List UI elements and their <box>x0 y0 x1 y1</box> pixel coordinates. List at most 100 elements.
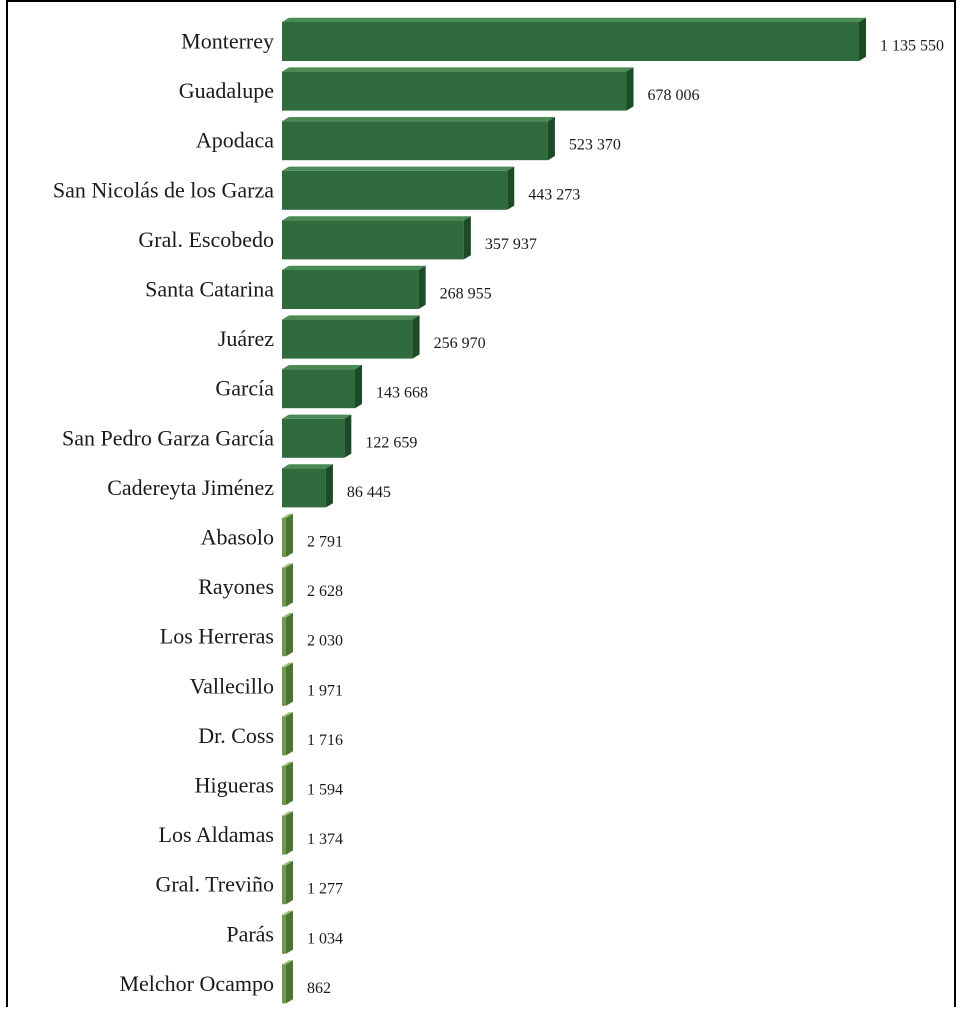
bar-side <box>286 662 293 706</box>
bar-7 <box>282 365 363 409</box>
value-label: 1 135 550 <box>880 38 944 55</box>
bar-top <box>282 67 634 72</box>
value-label: 523 370 <box>569 137 621 154</box>
value-label: 2 791 <box>307 534 343 551</box>
bar-top <box>282 861 293 866</box>
category-label: Juárez <box>218 326 274 351</box>
bar-front <box>282 71 627 111</box>
bar-top <box>282 613 293 618</box>
bar-top <box>282 464 333 469</box>
bar-front <box>282 914 286 954</box>
bar-top <box>282 117 555 122</box>
bar-11 <box>282 563 293 607</box>
bar-side <box>463 216 471 260</box>
bar-top <box>282 761 293 766</box>
value-label: 268 955 <box>440 286 492 303</box>
value-label: 357 937 <box>485 236 537 253</box>
bar-front <box>282 468 326 508</box>
value-label: 86 445 <box>347 484 391 501</box>
category-label: Apodaca <box>196 128 274 153</box>
bar-side <box>286 563 293 607</box>
bar-13 <box>282 662 293 706</box>
bar-16 <box>282 811 293 855</box>
bar-14 <box>282 712 293 756</box>
value-label: 1 716 <box>307 732 343 749</box>
bar-side <box>286 960 293 1004</box>
value-label: 1 034 <box>307 930 343 947</box>
bar-front <box>282 617 286 657</box>
bar-8 <box>282 414 352 458</box>
bar-6 <box>282 315 420 359</box>
bar-front <box>282 865 286 905</box>
bar-front <box>282 22 859 61</box>
bar-front <box>282 766 286 805</box>
value-label: 1 971 <box>307 682 343 699</box>
category-label: Cadereyta Jiménez <box>107 475 274 500</box>
value-label: 122 659 <box>365 434 417 451</box>
bar-side <box>286 861 293 905</box>
value-label: 1 594 <box>307 782 343 799</box>
bar-top <box>282 960 293 965</box>
value-label: 1 277 <box>307 881 343 898</box>
category-label: Dr. Coss <box>198 723 274 748</box>
bar-top <box>282 166 515 171</box>
bar-0 <box>282 17 866 61</box>
bar-side <box>286 513 293 557</box>
category-label: Santa Catarina <box>145 277 274 302</box>
bar-side <box>286 712 293 756</box>
bar-2 <box>282 117 555 161</box>
bar-top <box>282 811 293 816</box>
value-label: 2 628 <box>307 583 343 600</box>
bar-top <box>282 662 293 667</box>
bar-19 <box>282 960 293 1004</box>
bar-side <box>547 117 555 161</box>
bar-front <box>282 418 345 458</box>
bars-layer <box>282 17 866 1004</box>
value-label: 256 970 <box>434 335 486 352</box>
bar-front <box>282 518 286 557</box>
value-label: 143 668 <box>376 385 428 402</box>
bar-12 <box>282 613 293 657</box>
bar-side <box>859 17 866 61</box>
value-label: 443 273 <box>528 186 580 203</box>
bar-top <box>282 315 420 320</box>
category-label: San Pedro Garza García <box>62 425 274 450</box>
bar-side <box>344 414 352 458</box>
category-label: Guadalupe <box>179 78 274 103</box>
bar-side <box>286 613 293 657</box>
category-label: Gral. Treviño <box>155 872 274 897</box>
bar-top <box>282 414 352 419</box>
bar-front <box>282 666 286 706</box>
bar-top <box>282 513 293 518</box>
bar-side <box>286 811 293 855</box>
value-label: 862 <box>307 980 331 997</box>
bar-front <box>282 567 286 607</box>
bar-17 <box>282 861 293 905</box>
bar-3 <box>282 166 515 210</box>
chart-frame: Monterrey 1 135 550 Guadalupe 678 006 Apodac… <box>6 0 956 1007</box>
bar-chart: Monterrey 1 135 550 Guadalupe 678 006 Apodac… <box>53 17 944 1004</box>
bar-top <box>282 910 293 915</box>
bar-4 <box>282 216 471 260</box>
category-label: San Nicolás de los Garza <box>53 177 274 202</box>
category-label: Los Aldamas <box>159 822 275 847</box>
bar-top <box>282 17 866 22</box>
bar-top <box>282 216 471 221</box>
bar-side <box>507 166 515 210</box>
value-label: 2 030 <box>307 633 343 650</box>
bar-side <box>626 67 634 111</box>
category-label: Los Herreras <box>160 624 274 649</box>
category-label: Gral. Escobedo <box>138 227 274 252</box>
category-label: Higueras <box>195 773 274 798</box>
category-label: Rayones <box>198 574 274 599</box>
category-label: Vallecillo <box>190 673 274 698</box>
bar-10 <box>282 513 293 557</box>
bar-top <box>282 265 426 270</box>
category-label: Abasolo <box>201 525 274 550</box>
value-label: 678 006 <box>648 87 700 104</box>
bar-top <box>282 365 363 370</box>
bar-front <box>282 121 548 161</box>
bar-side <box>286 910 293 954</box>
category-label: Monterrey <box>181 29 274 54</box>
labels-layer: Monterrey 1 135 550 Guadalupe 678 006 Apodac… <box>53 29 944 997</box>
